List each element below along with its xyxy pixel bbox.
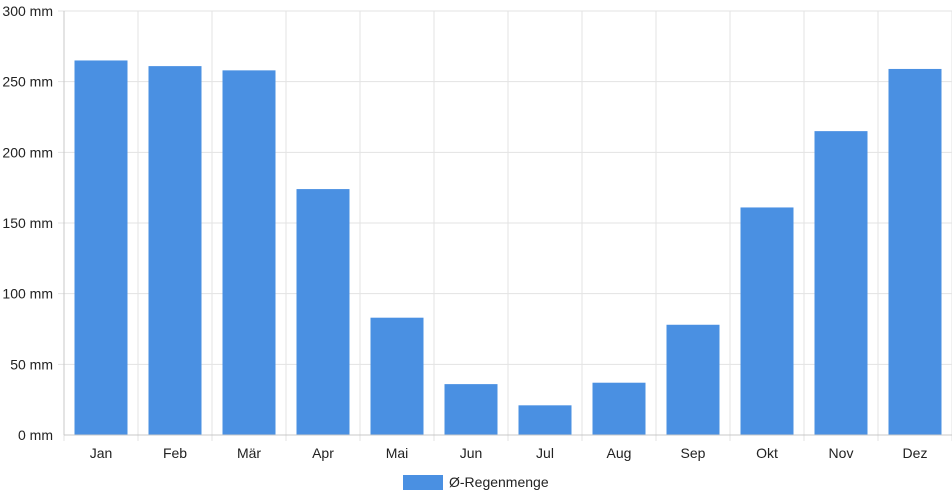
bar-jul[interactable] (518, 405, 572, 435)
x-tick-label: Aug (607, 445, 632, 461)
bar-aug[interactable] (592, 382, 646, 435)
legend-swatch[interactable] (403, 475, 443, 490)
y-tick-label: 150 mm (2, 215, 53, 231)
y-tick-label: 300 mm (2, 3, 53, 19)
x-tick-label: Jan (90, 445, 113, 461)
bar-nov[interactable] (814, 131, 868, 435)
x-tick-label: Dez (903, 445, 928, 461)
x-tick-labels: Jan Feb Mär Apr Mai Jun Jul Aug Sep Okt Nov Dez (90, 445, 928, 461)
x-tick-label: Jun (460, 445, 483, 461)
bar-mär[interactable] (222, 70, 276, 436)
y-tick-labels: 0 mm 50 mm 100 mm 150 mm 200 mm 250 mm 300 mm (2, 3, 53, 443)
legend-label[interactable]: Ø-Regenmenge (449, 474, 549, 490)
bar-apr[interactable] (296, 189, 350, 435)
bar-jan[interactable] (74, 60, 128, 435)
x-tick-label: Apr (312, 445, 334, 461)
y-tick-label: 0 mm (18, 427, 53, 443)
x-tick-label: Sep (681, 445, 706, 461)
legend[interactable]: Ø-Regenmenge (403, 474, 549, 490)
x-tick-label: Jul (536, 445, 554, 461)
axes (63, 11, 952, 436)
y-tick-label: 50 mm (10, 356, 53, 372)
x-tick-label: Mai (386, 445, 409, 461)
x-tick-label: Feb (163, 445, 187, 461)
x-tick-label: Mär (237, 445, 261, 461)
bar-mai[interactable] (370, 317, 424, 435)
grid-lines (58, 10, 952, 441)
x-tick-label: Nov (829, 445, 854, 461)
y-tick-label: 250 mm (2, 74, 53, 90)
bars (74, 60, 942, 436)
y-tick-label: 200 mm (2, 144, 53, 160)
bar-jun[interactable] (444, 384, 498, 435)
x-tick-label: Okt (756, 445, 778, 461)
bar-dez[interactable] (888, 68, 942, 436)
bar-okt[interactable] (740, 207, 794, 435)
y-tick-label: 100 mm (2, 286, 53, 302)
bar-sep[interactable] (666, 324, 720, 435)
bar-feb[interactable] (148, 66, 202, 436)
